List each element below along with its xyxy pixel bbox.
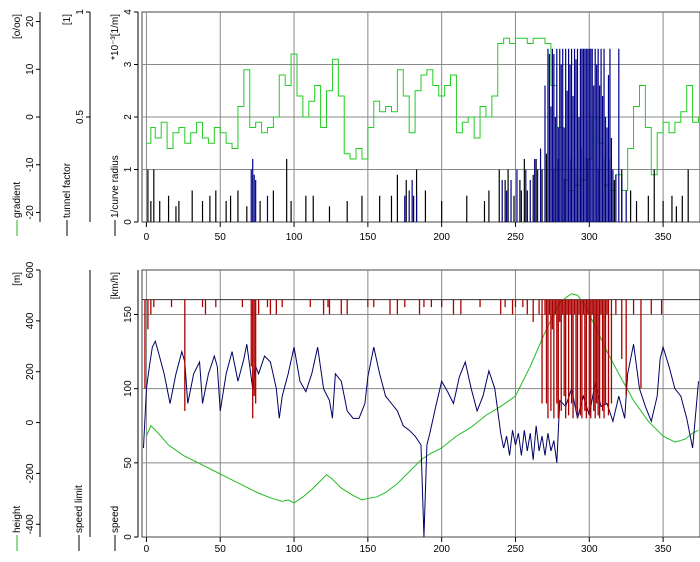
top-gradient-y-tick-label: 10 [25,63,36,75]
bottom-speed-unit: [km/h] [110,272,121,299]
top-series-layer [146,37,700,222]
bottom-series-height [145,293,699,504]
top-curve-y-tick-label: 2 [123,114,134,120]
bottom-x-tick-label: 300 [581,544,598,555]
bottom-speed-y-tick-label: 50 [123,457,134,469]
top-gradient-legend-label: gradient [12,182,23,218]
top-gradient-y-tick-label: 0 [25,114,36,120]
top-curve-unit: *10⁻³[1/m] [110,14,121,60]
bottom-height-y-tick-label: 400 [25,312,36,329]
top-x-tick-label: 300 [581,232,598,243]
top-tunnel-unit: [1] [62,14,73,25]
bottom-height-y-tick-label: 0 [25,419,36,425]
bottom-height-unit: [m] [12,272,23,286]
top-x-tick-label: 250 [507,232,524,243]
top-gradient-y-tick-label: -20 [25,205,36,220]
bottom-x-tick-label: 100 [286,544,303,555]
top-gradient-y-tick-label: 20 [25,16,36,28]
bottom-speed-y-tick-label: 100 [123,380,134,397]
top-curve-y-tick-label: 0 [123,219,134,225]
bottom-x-tick-label: 350 [655,544,672,555]
top-x-tick-label: 150 [360,232,377,243]
top-panel: 0 50 100 150 200 250 300 350-20-1001020[o/oo]gr… [12,9,700,243]
top-tunnel-legend-label: tunnel factor [62,162,73,218]
top-x-tick-label: 50 [215,232,227,243]
bottom-height-y-tick-label: 600 [25,261,36,278]
top-curve-y-tick-label: 4 [123,9,134,15]
top-curve-y-tick-label: 3 [123,61,134,67]
bottom-series-layer [142,293,700,537]
bottom-height-y-tick-label: 200 [25,363,36,380]
bottom-panel: 0 50 100 150 200 250 300 350-400-2000200400600[… [12,261,700,555]
top-tunnel-y-tick-label: 0.5 [75,110,86,124]
bottom-height-legend-label: height [12,506,23,533]
bottom-limit-legend-label: speed limit [74,485,85,533]
top-tunnel-y-tick-label: 1 [75,9,86,15]
bottom-speed-legend-label: speed [110,506,121,533]
bottom-height-y-tick-label: -200 [25,463,36,483]
top-curve-legend-label: 1/curve radius [110,155,121,218]
top-x-tick-label: 200 [433,232,450,243]
top-gradient-y-tick-label: -10 [25,157,36,172]
top-x-tick-label: 0 [144,232,150,243]
top-x-tick-label: 350 [655,232,672,243]
top-gradient-unit: [o/oo] [12,14,23,39]
bottom-x-tick-label: 0 [144,544,150,555]
bottom-speed-y-tick-label: 150 [123,306,134,323]
bottom-speed-y-tick-label: 0 [123,534,134,540]
bottom-x-tick-label: 200 [433,544,450,555]
bottom-x-tick-label: 50 [215,544,227,555]
bottom-x-tick-label: 150 [360,544,377,555]
bottom-x-tick-label: 250 [507,544,524,555]
top-curve-y-tick-label: 1 [123,166,134,172]
top-x-tick-label: 100 [286,232,303,243]
bottom-height-y-tick-label: -400 [25,514,36,534]
